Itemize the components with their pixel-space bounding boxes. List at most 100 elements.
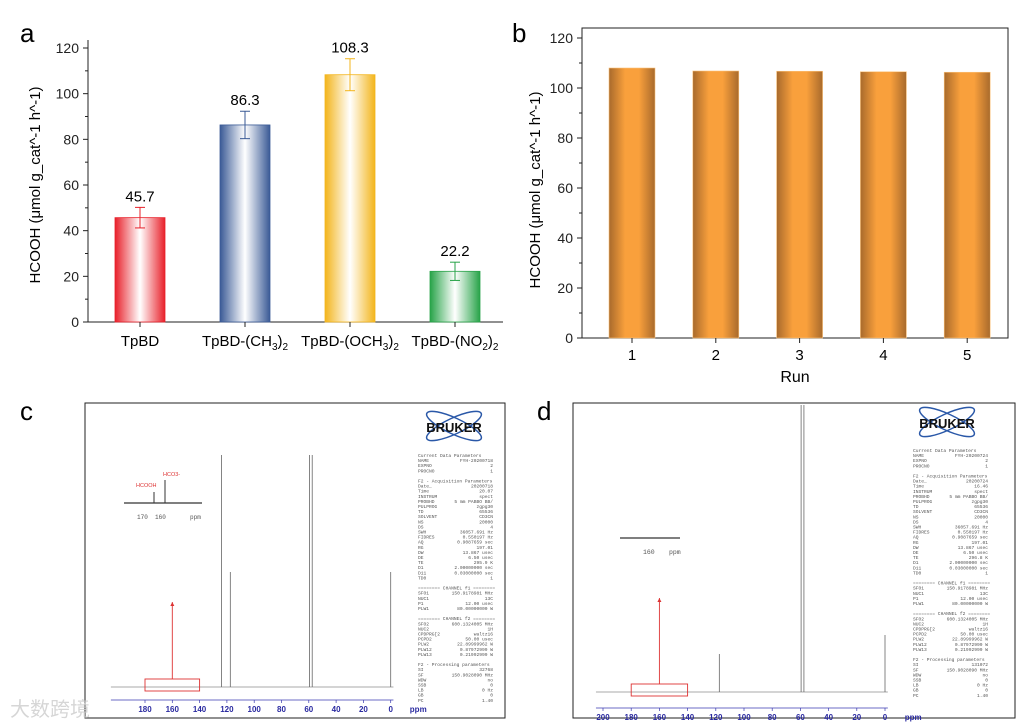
param-key: TD0 (418, 575, 427, 581)
param-value: 20200724 (966, 479, 988, 485)
param-value: 80.00000000 W (457, 606, 493, 612)
bar-run-5 (943, 71, 991, 339)
ppm-tick-label: 200 (596, 713, 610, 722)
inset-tick-label: 160 (155, 514, 166, 521)
param-key: NUC2 (418, 626, 429, 632)
bar-run-4 (860, 71, 907, 339)
param-key: PC (418, 698, 424, 704)
ppm-tick-label: 0 (883, 713, 888, 722)
param-value: 0.550197 Hz (463, 535, 494, 541)
param-value: 295.9 K (474, 560, 494, 566)
param-value: 50.00 usec (960, 632, 988, 638)
param-key: NAME (913, 453, 924, 459)
param-key: TE (418, 560, 424, 566)
param-key: F2 - Acquisition Parameters (913, 474, 988, 480)
param-key: Current Data Parameters (913, 448, 977, 454)
param-value: 20200718 (471, 484, 493, 490)
param-key: DS (913, 519, 919, 525)
y-tick-label: 60 (63, 177, 79, 193)
param-value: 600.1324005 MHz (452, 621, 494, 627)
param-key: SOLVENT (418, 514, 438, 520)
param-key: Date_ (913, 479, 927, 485)
param-key: GB (913, 688, 919, 694)
data-label: 45.7 (125, 188, 154, 205)
logo-text: BRUKER (426, 420, 482, 435)
y-tick-label: 100 (550, 80, 574, 96)
param-value: 0.21992999 W (460, 652, 493, 658)
param-key: D11 (418, 570, 427, 576)
param-key: EXPNO (913, 458, 927, 464)
param-key: DE (418, 555, 424, 561)
param-value: 16.46 (974, 484, 988, 490)
param-key: PLW13 (418, 652, 432, 658)
ppm-tick-label: 140 (193, 705, 207, 714)
param-key: D11 (913, 565, 922, 571)
bruker-logo: BRUKER (425, 410, 482, 442)
param-value: 0.87972999 W (460, 647, 493, 653)
data-label: 86.3 (230, 92, 259, 109)
param-value: 0 Hz (977, 683, 988, 689)
param-value: 5 mm PABBO BB/ (949, 494, 988, 500)
param-key: D1 (913, 560, 919, 566)
param-value: 296.8 K (969, 555, 989, 561)
param-key: INSTRUM (418, 494, 438, 500)
param-value: 0 Hz (482, 688, 493, 694)
param-value: 0.21992999 W (955, 647, 988, 653)
param-value: 0.9087659 sec (457, 540, 493, 546)
param-value: 12.00 usec (465, 601, 493, 607)
ppm-tick-label: 0 (388, 705, 393, 714)
y-tick-label: 0 (71, 314, 79, 330)
param-value: FYH-20200718 (460, 458, 493, 464)
param-value: 5 mm PABBO BB/ (454, 499, 493, 505)
param-value: 1 (985, 570, 988, 576)
inset-label-hco3: HCO3- (163, 472, 180, 478)
arrow-head-icon (170, 602, 175, 606)
ppm-tick-label: 140 (681, 713, 695, 722)
param-key: F2 - Processing parameters (913, 657, 985, 663)
param-key: WDW (418, 677, 427, 683)
y-tick-label: 0 (565, 330, 573, 346)
param-key: PCPD2 (913, 632, 927, 638)
ppm-tick-label: 80 (277, 705, 286, 714)
inset-tick-label: 170 (137, 514, 148, 521)
x-tick-label: TpBD-(NO2)2 (412, 333, 499, 353)
ppm-tick-label: 100 (248, 705, 262, 714)
param-key: SFO1 (418, 591, 429, 597)
bar-2 (219, 124, 271, 323)
param-key: PLW13 (913, 647, 927, 653)
param-value: no (487, 678, 493, 683)
param-key: PLW2 (913, 637, 924, 643)
ppm-tick-label: 40 (332, 705, 341, 714)
x-tick-label: TpBD (121, 333, 160, 350)
x-tick-label: 3 (795, 347, 803, 364)
param-value: 150.9178981 MHz (452, 591, 494, 597)
param-key: DS (418, 524, 424, 530)
y-tick-label: 40 (557, 230, 573, 246)
param-key: PLW2 (418, 642, 429, 648)
param-key: TD (913, 504, 919, 510)
y-tick-label: 80 (557, 130, 573, 146)
param-key: TE (913, 555, 919, 561)
y-tick-label: 100 (56, 86, 80, 102)
param-value: 6.50 usec (468, 555, 493, 561)
param-value: CD3CN (974, 509, 988, 515)
ppm-axis-label: ppm (410, 705, 427, 714)
spectrum-frame (84, 402, 506, 719)
param-value: 65536 (974, 504, 988, 510)
param-value: 4 (985, 519, 988, 525)
param-value: 50.00 usec (465, 637, 493, 643)
param-key: PC (913, 693, 919, 699)
param-value: 150.9178981 MHz (947, 586, 989, 592)
param-key: SSB (913, 678, 922, 684)
ppm-tick-label: 120 (709, 713, 723, 722)
param-value: waltz16 (474, 632, 494, 638)
bar-run-2 (692, 70, 740, 339)
y-tick-label: 120 (550, 30, 574, 46)
param-value: waltz16 (969, 627, 989, 633)
param-key: LB (418, 688, 424, 694)
param-value: 13.867 usec (463, 550, 494, 556)
y-axis-label-b: HCOOH (μmol g_cat^-1 h^-1) (527, 92, 544, 289)
param-key: PCPD2 (418, 637, 432, 643)
param-value: 2 (985, 458, 988, 464)
